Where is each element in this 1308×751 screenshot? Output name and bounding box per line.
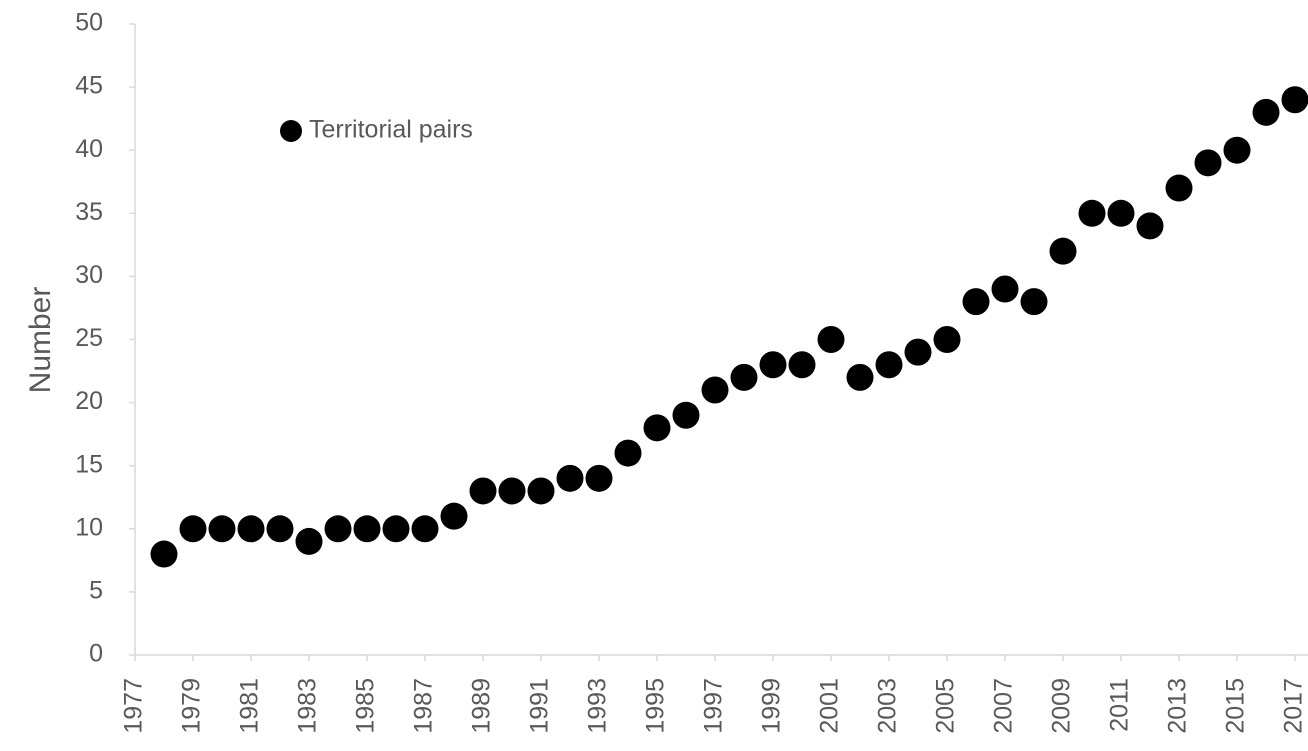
y-tick-label: 40 xyxy=(75,135,103,163)
point xyxy=(1223,136,1251,164)
point xyxy=(1281,86,1308,114)
point xyxy=(556,464,584,492)
y-tick-label: 50 xyxy=(75,9,103,37)
point xyxy=(498,477,526,505)
point xyxy=(643,414,671,442)
point xyxy=(1165,174,1193,202)
point xyxy=(817,326,845,353)
point xyxy=(469,477,497,505)
y-tick-label: 0 xyxy=(89,640,103,668)
x-tick-label: 1997 xyxy=(700,678,728,734)
point xyxy=(150,540,178,568)
x-tick-label: 1991 xyxy=(526,678,554,734)
x-tick-label: 2013 xyxy=(1164,678,1192,734)
y-tick-label: 35 xyxy=(75,198,103,226)
y-tick-label: 5 xyxy=(89,577,103,605)
x-tick-label: 1979 xyxy=(178,678,206,734)
point xyxy=(904,338,932,366)
point xyxy=(1078,199,1106,227)
y-tick-label: 30 xyxy=(75,261,103,289)
point xyxy=(324,515,352,543)
x-tick-label: 2001 xyxy=(816,678,844,734)
point xyxy=(295,527,323,555)
x-tick-label: 1989 xyxy=(468,678,496,734)
x-tick-label: 1983 xyxy=(294,678,322,734)
x-tick-label: 1985 xyxy=(352,678,380,734)
y-tick-label: 10 xyxy=(75,513,103,541)
x-tick-label: 2005 xyxy=(932,678,960,734)
x-tick-label: 2003 xyxy=(874,678,902,734)
point xyxy=(527,477,555,505)
point xyxy=(991,275,1019,303)
point xyxy=(1252,98,1280,126)
point xyxy=(1136,212,1164,240)
x-tick-label: 1977 xyxy=(120,678,148,734)
point xyxy=(1107,199,1135,227)
point xyxy=(266,515,294,543)
point xyxy=(962,288,990,316)
x-tick-label: 2009 xyxy=(1048,678,1076,734)
y-tick-label: 45 xyxy=(75,72,103,100)
x-tick-label: 1999 xyxy=(758,678,786,734)
point xyxy=(237,515,265,543)
point xyxy=(1049,237,1077,265)
x-tick-label: 2007 xyxy=(990,678,1018,734)
legend-label: Territorial pairs xyxy=(309,116,473,144)
point xyxy=(846,363,874,391)
point xyxy=(1020,288,1048,316)
x-tick-label: 1981 xyxy=(236,678,264,734)
y-axis-label: Number xyxy=(24,287,57,394)
point xyxy=(1194,149,1222,177)
x-tick-label: 1987 xyxy=(410,678,438,734)
point xyxy=(382,515,410,543)
point xyxy=(585,464,613,492)
point xyxy=(208,515,236,543)
x-tick-label: 2017 xyxy=(1280,678,1308,734)
y-tick-label: 25 xyxy=(75,324,103,352)
y-tick-label: 15 xyxy=(75,450,103,478)
x-tick-label: 1995 xyxy=(642,678,670,734)
point xyxy=(672,401,700,429)
point xyxy=(614,439,642,467)
legend-marker xyxy=(280,120,302,142)
x-tick-label: 2015 xyxy=(1222,678,1250,734)
point xyxy=(411,515,439,543)
point xyxy=(440,502,468,530)
point xyxy=(730,363,758,391)
point xyxy=(933,326,961,353)
point xyxy=(759,351,787,379)
point xyxy=(179,515,207,543)
point xyxy=(701,376,729,404)
x-tick-label: 2011 xyxy=(1106,678,1134,732)
point xyxy=(788,351,816,379)
y-tick-label: 20 xyxy=(75,387,103,415)
x-tick-label: 1993 xyxy=(584,678,612,734)
point xyxy=(353,515,381,543)
point xyxy=(875,351,903,379)
